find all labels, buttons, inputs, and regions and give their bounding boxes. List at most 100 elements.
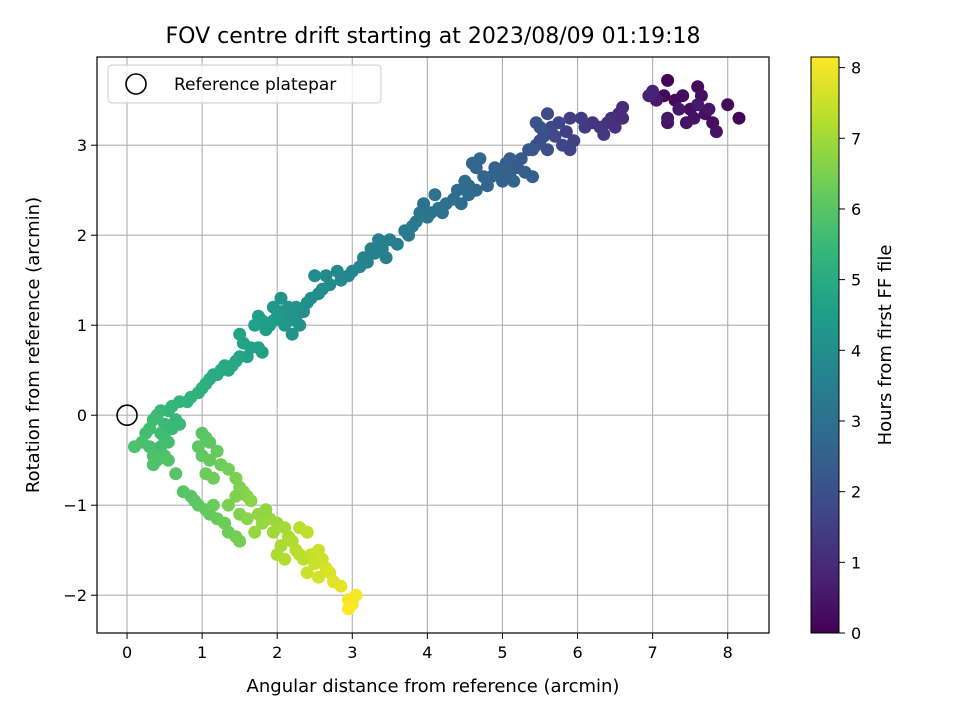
data-point [563,111,577,125]
legend-entry-reference: Reference platepar [174,75,336,95]
colorbar-tick-label: 2 [851,483,861,502]
data-point [274,291,288,305]
data-point [552,116,566,130]
data-point [398,224,412,238]
legend-marker [125,73,147,95]
data-point [428,188,442,202]
data-point [597,127,611,141]
x-tick-label: 2 [272,643,282,662]
legend-box [107,64,382,104]
data-point [364,242,378,256]
data-point [161,453,175,467]
colorbar-tick-label: 6 [851,200,861,219]
data-point [646,84,660,98]
data-point [499,161,513,175]
colorbar-tick-label: 5 [851,271,861,290]
data-point [154,426,168,440]
data-point [300,566,314,580]
data-point [266,300,280,314]
data-point [221,363,235,377]
x-tick-label: 3 [347,643,357,662]
data-point [266,525,280,539]
data-point [661,111,675,125]
data-point [312,543,325,557]
data-point [454,197,468,211]
data-point [285,327,299,341]
data-point [559,125,573,139]
x-tick-label: 0 [122,643,132,662]
data-point [240,512,254,526]
data-point [721,98,735,112]
data-point [563,143,577,157]
legend: Reference platepar [107,64,382,104]
data-point [244,494,258,508]
data-point [308,269,322,283]
colorbar-ticks: 0 1 2 3 4 5 6 7 8 [839,59,861,643]
data-point [203,435,217,449]
data-point [289,314,303,328]
data-point [679,116,693,130]
y-tick-label: 0 [77,406,87,425]
gridlines [97,57,769,633]
data-point [146,458,160,472]
x-tick-label: 5 [497,643,507,662]
colorbar-tick-label: 1 [851,553,861,572]
data-point [128,440,141,454]
data-point [379,251,393,265]
data-point [206,498,220,512]
data-point [360,255,374,269]
data-point [526,170,539,184]
colorbar-tick-label: 0 [851,624,861,643]
chart-title: FOV centre drift starting at 2023/08/09 … [166,24,701,49]
colorbar-gradient [811,57,839,633]
data-point [334,579,348,593]
colorbar-tick-label: 4 [851,341,861,360]
data-point [173,417,187,431]
plot-frame [96,56,770,634]
x-axis-ticks: 0 1 2 3 4 5 6 7 8 [122,633,733,662]
data-point [462,188,476,202]
data-point [259,503,273,517]
data-point [251,341,265,355]
data-point [676,89,690,103]
y-tick-label: 3 [77,136,87,155]
data-point [732,111,746,125]
y-tick-label: 2 [77,226,87,245]
colorbar-tick-label: 7 [851,129,861,148]
data-point [221,498,235,512]
data-point [435,206,449,220]
data-point [608,120,622,134]
data-point [229,489,243,503]
data-point [473,152,487,166]
data-point [278,318,292,332]
data-point [458,174,472,188]
data-point [372,233,386,247]
data-point [672,102,686,116]
data-point [541,107,554,121]
data-point [210,444,224,458]
data-point [574,111,588,125]
data-point [691,98,705,112]
x-tick-label: 6 [572,643,582,662]
y-tick-label: −2 [63,586,87,605]
colorbar-frame [810,56,840,634]
data-point [522,143,536,157]
data-point [203,453,217,467]
data-point [319,269,333,283]
reference-platepar-marker [116,404,138,427]
data-point [300,525,314,539]
data-point [169,467,183,481]
x-tick-label: 1 [197,643,207,662]
data-point [233,534,247,548]
data-point [221,462,235,476]
data-point [330,264,344,278]
y-tick-label: −1 [63,496,87,515]
x-tick-label: 4 [422,643,432,662]
data-point [248,318,262,332]
data-point [529,116,543,130]
colorbar-tick-label: 8 [851,59,861,78]
data-point [206,471,220,485]
data-point [480,179,494,193]
data-point [342,602,355,616]
